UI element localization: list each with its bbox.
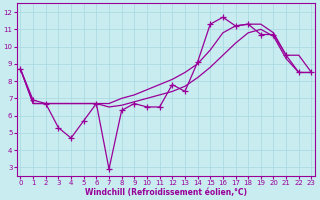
X-axis label: Windchill (Refroidissement éolien,°C): Windchill (Refroidissement éolien,°C) — [85, 188, 247, 197]
